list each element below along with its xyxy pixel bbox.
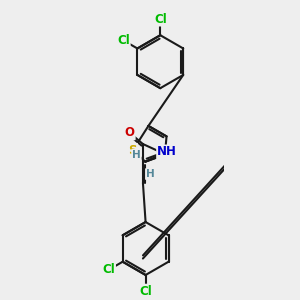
Text: N: N: [160, 148, 170, 161]
Text: O: O: [125, 126, 135, 140]
Text: Cl: Cl: [102, 263, 115, 276]
Text: H: H: [146, 169, 155, 179]
Text: Cl: Cl: [154, 13, 167, 26]
Text: Cl: Cl: [117, 34, 130, 47]
Text: H: H: [132, 150, 141, 160]
Text: NH: NH: [157, 146, 177, 158]
Text: S: S: [129, 144, 137, 157]
Text: Cl: Cl: [139, 285, 152, 298]
